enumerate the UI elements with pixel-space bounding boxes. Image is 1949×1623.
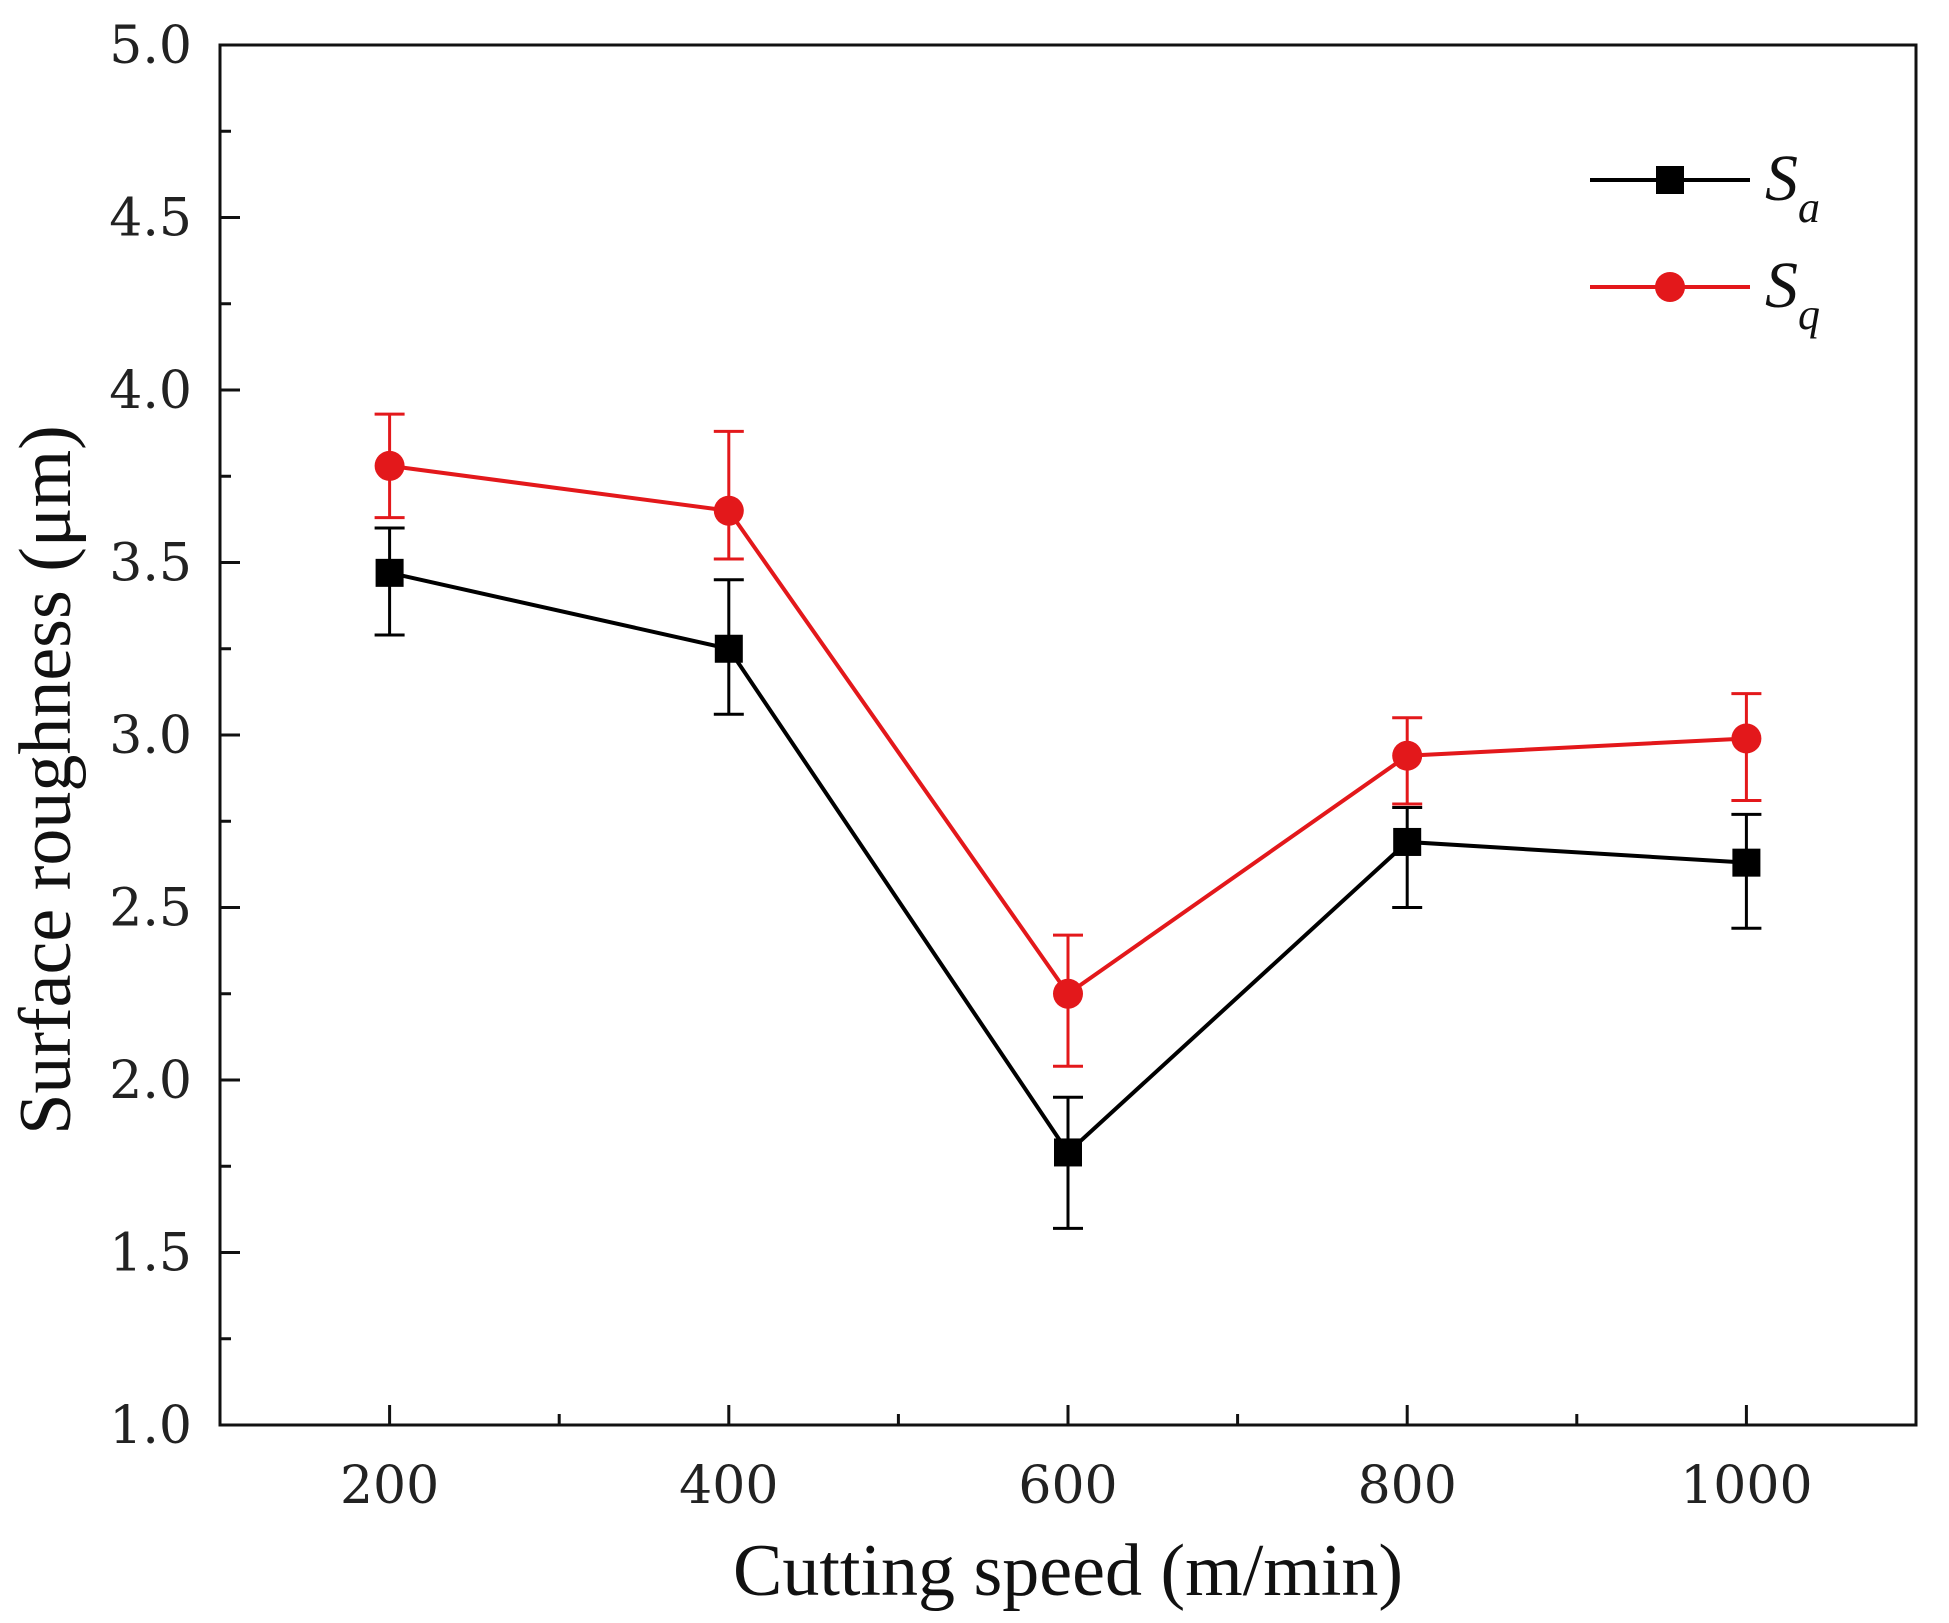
legend-entry-sq: Sq (1590, 249, 1820, 339)
y-tick-label: 4.5 (109, 189, 192, 249)
legend-label: Sa (1765, 142, 1820, 232)
x-tick-label: 400 (679, 1456, 778, 1516)
data-point (1731, 723, 1762, 754)
data-point (714, 634, 743, 663)
legend: Sa Sq (1590, 142, 1820, 339)
data-point (374, 450, 405, 481)
data-point (1054, 1138, 1082, 1167)
y-axis-title: Surface roughness (μm) (5, 425, 87, 1135)
x-tick-label: 600 (1018, 1456, 1117, 1516)
x-tick-label: 1000 (1680, 1456, 1812, 1516)
x-axis-title: Cutting speed (m/min) (733, 1530, 1403, 1612)
data-point (1393, 827, 1422, 856)
series-sa (374, 526, 1762, 1230)
y-tick-label: 3.5 (109, 534, 192, 594)
series-line (389, 463, 1747, 997)
legend-marker (1655, 272, 1685, 302)
data-point (1053, 978, 1083, 1009)
legend-label: Sq (1765, 249, 1820, 339)
ticks: 1.0 1.5 2.0 2.5 3.0 3.5 4.0 4.5 5.0 200 400 600 800 1… (109, 16, 1812, 1516)
y-tick-label: 2.0 (109, 1051, 192, 1111)
y-tick-label: 4.0 (109, 361, 192, 421)
data-point (713, 495, 744, 526)
legend-entry-sa: Sa (1590, 142, 1820, 232)
x-tick-label: 200 (340, 1456, 439, 1516)
y-tick-label: 5.0 (109, 16, 192, 76)
data-point (1732, 848, 1761, 877)
data-point (1392, 740, 1423, 771)
legend-marker (1656, 166, 1684, 194)
y-tick-label: 2.5 (109, 879, 192, 939)
x-tick-label: 800 (1358, 1456, 1457, 1516)
data-point (375, 558, 404, 587)
y-tick-label: 1.5 (109, 1224, 192, 1284)
series (374, 412, 1762, 1230)
y-tick-label: 1.0 (109, 1396, 192, 1456)
series-sq (374, 412, 1762, 1068)
y-tick-label: 3.0 (109, 706, 192, 766)
